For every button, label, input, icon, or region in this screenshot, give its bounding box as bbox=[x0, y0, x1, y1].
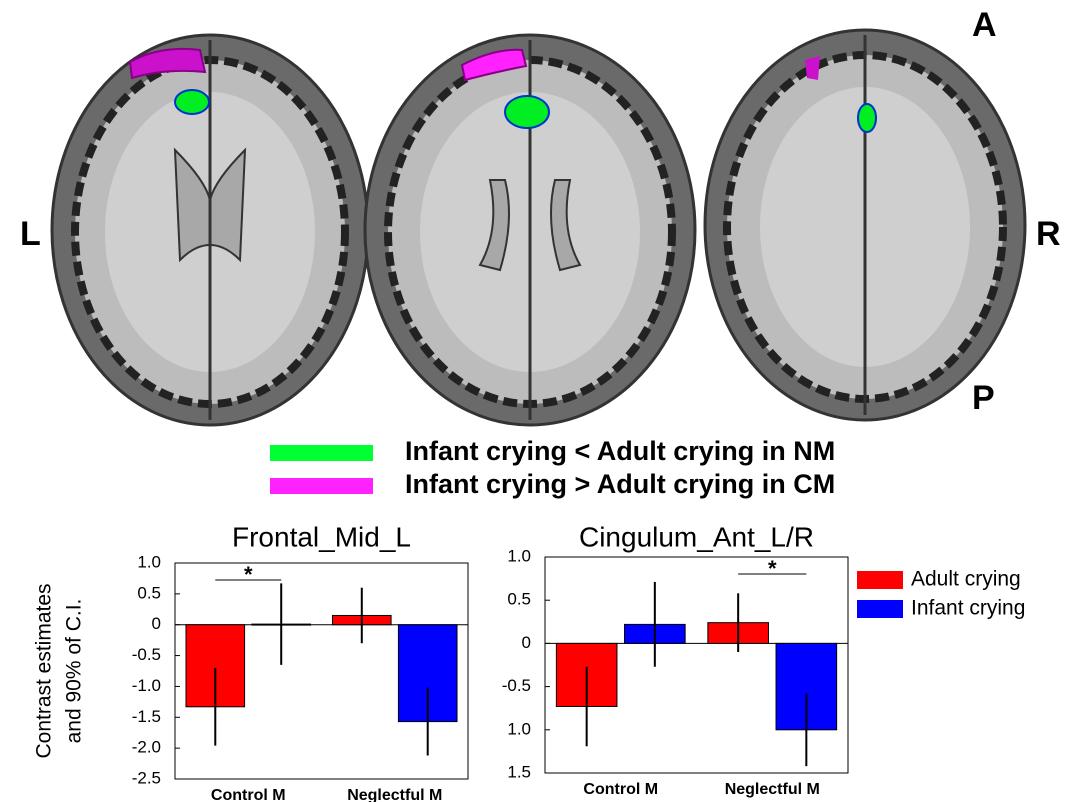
significance-label: * bbox=[768, 556, 777, 581]
significance-label: * bbox=[244, 562, 253, 587]
brain-slice bbox=[52, 35, 368, 425]
y-tick-label: -1.5 bbox=[132, 707, 161, 726]
y-axis-label: and 90% of C.I. bbox=[63, 599, 86, 744]
x-tick-label: Control M bbox=[583, 781, 658, 798]
legend-swatch bbox=[857, 571, 903, 589]
x-tick-label: Neglectful M bbox=[725, 781, 820, 798]
x-tick-label: Neglectful M bbox=[347, 787, 442, 802]
brain-slice bbox=[705, 30, 1025, 420]
y-tick-label: -0.5 bbox=[132, 645, 161, 664]
y-tick-label: 1.0 bbox=[137, 552, 161, 571]
orientation-label: P bbox=[972, 379, 995, 417]
y-tick-label: 0.5 bbox=[137, 583, 161, 602]
y-tick-label: 1.0 bbox=[507, 719, 531, 738]
orientation-label: L bbox=[20, 215, 41, 253]
orientation-label: R bbox=[1036, 215, 1061, 253]
y-tick-label: -0.5 bbox=[502, 676, 531, 695]
y-tick-label: 0.5 bbox=[507, 590, 531, 609]
legend-swatch bbox=[270, 445, 373, 461]
y-tick-label: -1.0 bbox=[132, 676, 161, 695]
chart-title: Frontal_Mid_L bbox=[232, 521, 411, 552]
y-tick-label: 0 bbox=[152, 614, 161, 633]
x-tick-label: Control M bbox=[211, 787, 286, 802]
bar-chart: Frontal_Mid_L 1.0 0.5 0 -0.5 -1.0 -1.5 -2.0 -2.5… bbox=[33, 521, 468, 802]
y-tick-label: 0 bbox=[522, 633, 531, 652]
y-tick-label: -2.0 bbox=[132, 738, 161, 757]
legend-label: Infant crying < Adult crying in NM bbox=[405, 436, 835, 466]
y-tick-label: 1.5 bbox=[507, 762, 531, 781]
bar-chart: Cingulum_Ant_L/R 1.0 0.5 0 -0.5 1.0 1.5 Control… bbox=[502, 521, 1026, 798]
y-tick-label: 1.0 bbox=[507, 546, 531, 565]
brain-slices bbox=[52, 30, 1025, 425]
figure: L R A P Infant crying < Adult crying in … bbox=[0, 0, 1065, 802]
legend-label: Infant crying bbox=[911, 597, 1025, 620]
brain-slice bbox=[365, 35, 695, 425]
orientation-label: A bbox=[972, 6, 997, 44]
legend-label: Adult crying bbox=[911, 568, 1021, 591]
legend-swatch bbox=[857, 600, 903, 618]
y-axis-label: Contrast estimates bbox=[33, 583, 56, 758]
y-tick-label: -2.5 bbox=[132, 768, 161, 787]
chart-title: Cingulum_Ant_L/R bbox=[579, 521, 814, 552]
legend-label: Infant crying > Adult crying in CM bbox=[405, 469, 835, 499]
legend-swatch bbox=[270, 478, 373, 494]
